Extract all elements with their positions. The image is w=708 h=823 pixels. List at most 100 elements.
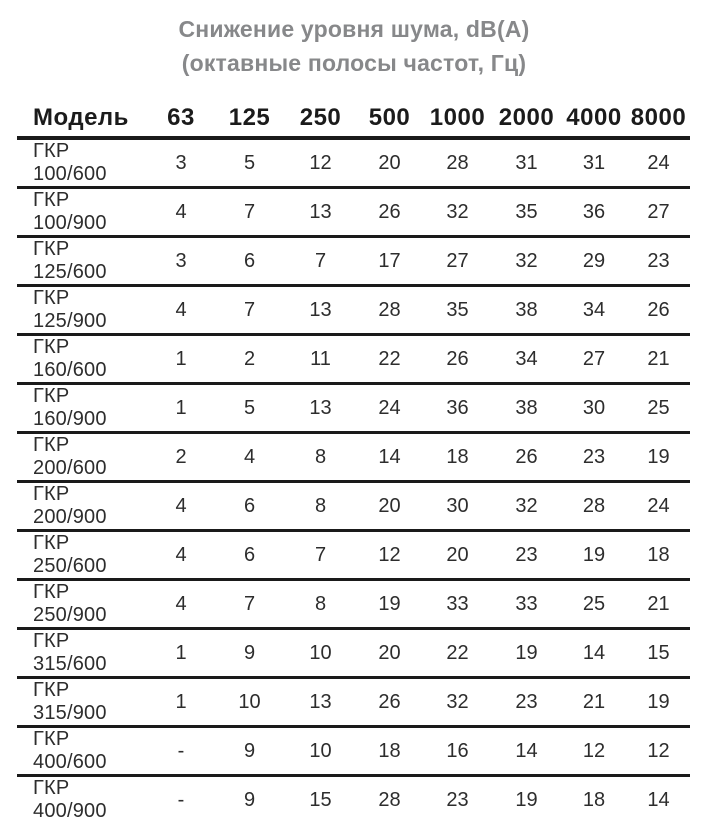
value-cell: 8 (285, 580, 356, 629)
value-cell: 36 (561, 188, 627, 237)
value-cell: 7 (214, 580, 285, 629)
value-cell: 20 (356, 482, 423, 531)
value-cell: 32 (492, 237, 561, 286)
model-cell: ГКР 400/600 (17, 727, 148, 776)
value-cell: 11 (285, 335, 356, 384)
model-cell: ГКР 250/900 (17, 580, 148, 629)
value-cell: 4 (148, 531, 214, 580)
column-header-frequency: 4000 (561, 100, 627, 138)
model-cell: ГКР 250/600 (17, 531, 148, 580)
model-cell: ГКР 315/900 (17, 678, 148, 727)
model-cell: ГКР 315/600 (17, 629, 148, 678)
value-cell: 32 (492, 482, 561, 531)
value-cell: 15 (285, 776, 356, 823)
value-cell: 24 (627, 482, 690, 531)
value-cell: 26 (492, 433, 561, 482)
value-cell: 19 (492, 776, 561, 823)
value-cell: 29 (561, 237, 627, 286)
value-cell: 21 (627, 580, 690, 629)
value-cell: 7 (214, 188, 285, 237)
value-cell: 31 (492, 138, 561, 188)
value-cell: 28 (356, 776, 423, 823)
value-cell: 33 (423, 580, 492, 629)
value-cell: 2 (148, 433, 214, 482)
value-cell: 20 (356, 629, 423, 678)
value-cell: 30 (561, 384, 627, 433)
value-cell: 20 (423, 531, 492, 580)
value-cell: 38 (492, 286, 561, 335)
value-cell: 10 (285, 727, 356, 776)
value-cell: 12 (561, 727, 627, 776)
value-cell: 10 (285, 629, 356, 678)
model-cell: ГКР 125/600 (17, 237, 148, 286)
value-cell: 25 (627, 384, 690, 433)
value-cell: 1 (148, 335, 214, 384)
value-cell: 4 (214, 433, 285, 482)
value-cell: 34 (492, 335, 561, 384)
value-cell: 8 (285, 433, 356, 482)
table-title-line2: (октавные полосы частот, Гц) (0, 46, 708, 80)
value-cell: 3 (148, 138, 214, 188)
model-cell: ГКР 160/900 (17, 384, 148, 433)
value-cell: 38 (492, 384, 561, 433)
model-cell: ГКР 160/600 (17, 335, 148, 384)
value-cell: - (148, 776, 214, 823)
value-cell: 30 (423, 482, 492, 531)
value-cell: 10 (214, 678, 285, 727)
value-cell: 15 (627, 629, 690, 678)
value-cell: 1 (148, 629, 214, 678)
column-header-frequency: 500 (356, 100, 423, 138)
value-cell: 28 (423, 138, 492, 188)
value-cell: 23 (492, 531, 561, 580)
table-title-line1: Снижение уровня шума, dB(A) (0, 12, 708, 46)
value-cell: 20 (356, 138, 423, 188)
value-cell: 4 (148, 580, 214, 629)
value-cell: 32 (423, 678, 492, 727)
value-cell: 6 (214, 482, 285, 531)
value-cell: 26 (627, 286, 690, 335)
model-cell: ГКР 400/900 (17, 776, 148, 823)
value-cell: 19 (627, 678, 690, 727)
value-cell: 34 (561, 286, 627, 335)
value-cell: 4 (148, 286, 214, 335)
value-cell: 27 (423, 237, 492, 286)
value-cell: 4 (148, 482, 214, 531)
value-cell: 19 (561, 531, 627, 580)
value-cell: 14 (492, 727, 561, 776)
value-cell: 26 (423, 335, 492, 384)
value-cell: 23 (423, 776, 492, 823)
value-cell: 35 (492, 188, 561, 237)
value-cell: 12 (627, 727, 690, 776)
value-cell: 9 (214, 629, 285, 678)
value-cell: 6 (214, 237, 285, 286)
model-cell: ГКР 100/600 (17, 138, 148, 188)
value-cell: 23 (492, 678, 561, 727)
value-cell: 33 (492, 580, 561, 629)
value-cell: 35 (423, 286, 492, 335)
value-cell: 18 (561, 776, 627, 823)
value-cell: 9 (214, 727, 285, 776)
value-cell: 22 (356, 335, 423, 384)
value-cell: 7 (214, 286, 285, 335)
value-cell: 18 (627, 531, 690, 580)
value-cell: 25 (561, 580, 627, 629)
value-cell: 28 (356, 286, 423, 335)
value-cell: 23 (561, 433, 627, 482)
column-header-frequency: 8000 (627, 100, 690, 138)
model-cell: ГКР 200/900 (17, 482, 148, 531)
value-cell: 5 (214, 138, 285, 188)
value-cell: 16 (423, 727, 492, 776)
model-cell: ГКР 125/900 (17, 286, 148, 335)
value-cell: 1 (148, 678, 214, 727)
